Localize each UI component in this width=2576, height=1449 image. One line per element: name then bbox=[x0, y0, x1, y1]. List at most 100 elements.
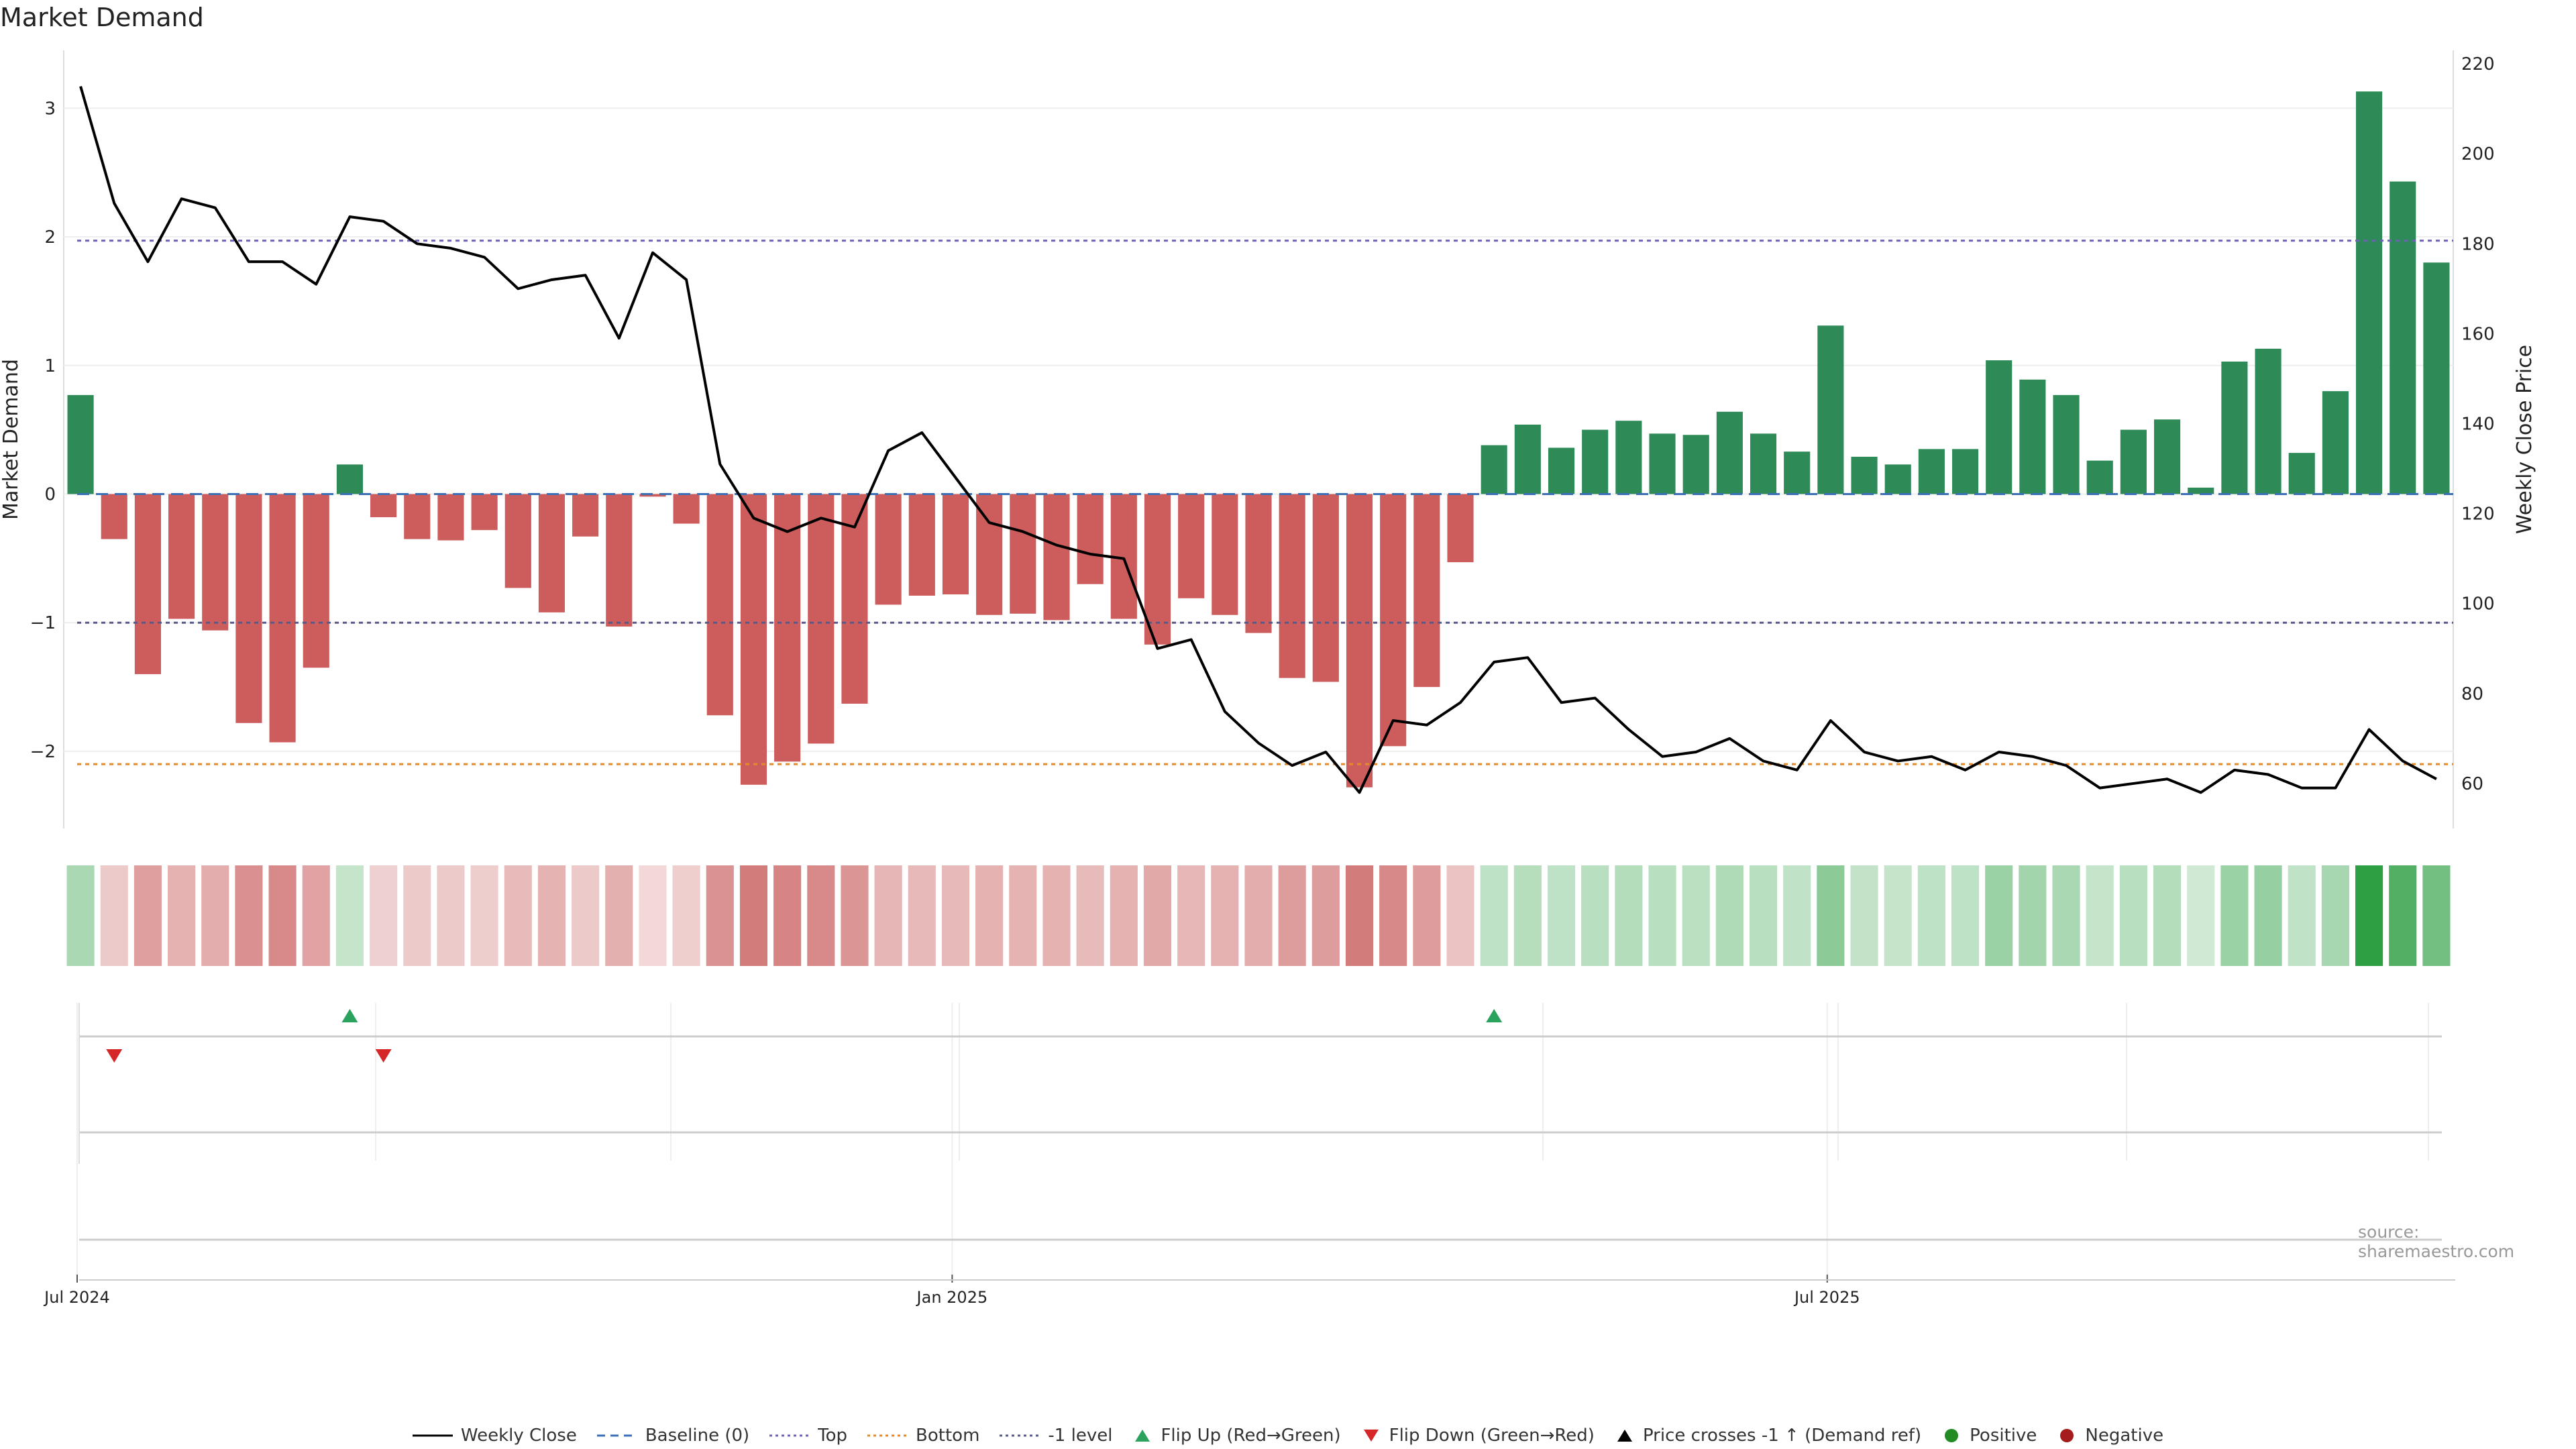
flip-up-marker bbox=[1486, 1009, 1503, 1022]
demand-heat-cell bbox=[1615, 865, 1643, 966]
y-tick-label: 2 bbox=[44, 227, 56, 248]
demand-heat-cell bbox=[975, 865, 1004, 966]
demand-heat-cell bbox=[133, 865, 162, 966]
legend-label: Flip Up (Red→Green) bbox=[1161, 1426, 1341, 1446]
demand-heat-cell bbox=[1682, 865, 1710, 966]
y2-tick-label: 140 bbox=[2461, 415, 2495, 435]
x-tick-label: Jul 2025 bbox=[1793, 1288, 1860, 1307]
chart-title: Market Demand bbox=[0, 3, 204, 32]
demand-heat-cell bbox=[268, 865, 297, 966]
demand-bar bbox=[1918, 449, 1945, 494]
legend-swatch bbox=[867, 1434, 908, 1437]
demand-bar bbox=[1447, 494, 1474, 563]
demand-heat-cell bbox=[66, 865, 95, 966]
demand-bar bbox=[303, 494, 329, 668]
demand-bar bbox=[2188, 487, 2214, 494]
legend-label: Top bbox=[818, 1426, 848, 1446]
demand-bar bbox=[572, 494, 599, 537]
legend-item: Bottom bbox=[867, 1426, 979, 1446]
demand-bar bbox=[908, 494, 935, 596]
y-tick-label: −2 bbox=[30, 742, 56, 762]
demand-bar bbox=[235, 494, 262, 723]
demand-heat-cell bbox=[572, 865, 600, 966]
legend-item: -1 level bbox=[1000, 1426, 1112, 1446]
demand-bar bbox=[639, 494, 666, 497]
demand-bar bbox=[1312, 494, 1339, 682]
demand-bar bbox=[774, 494, 801, 762]
demand-heat-cell bbox=[302, 865, 330, 966]
demand-bar bbox=[1817, 325, 1844, 494]
demand-heat-cell bbox=[1211, 865, 1239, 966]
demand-heat-cell bbox=[1278, 865, 1306, 966]
demand-bar bbox=[2153, 419, 2181, 494]
demand-heat-cell bbox=[437, 865, 465, 966]
demand-heat-cell bbox=[2288, 865, 2316, 966]
demand-heat-cell bbox=[2019, 865, 2047, 966]
flip-down-marker bbox=[106, 1049, 123, 1063]
legend-item: Top bbox=[769, 1426, 847, 1446]
legend-label: Positive bbox=[1970, 1426, 2037, 1446]
demand-heat-cell bbox=[1715, 865, 1743, 966]
legend-swatch-mark bbox=[2060, 1429, 2074, 1442]
legend-swatch bbox=[596, 1434, 637, 1437]
demand-bar bbox=[673, 494, 700, 524]
demand-heat-cell bbox=[1749, 865, 1778, 966]
demand-bar bbox=[1682, 435, 1709, 494]
y2-axis-label: Weekly Close Price bbox=[2513, 345, 2536, 534]
demand-heat-cell bbox=[1985, 865, 2013, 966]
demand-heat-cell bbox=[2220, 865, 2249, 966]
demand-bar bbox=[202, 494, 229, 631]
demand-bar bbox=[2356, 91, 2383, 494]
demand-heat-cell bbox=[1345, 865, 1374, 966]
demand-heat-cell bbox=[1951, 865, 1980, 966]
demand-heat-cell bbox=[2119, 865, 2147, 966]
demand-heat-cell bbox=[1143, 865, 1172, 966]
demand-bar bbox=[134, 494, 161, 674]
demand-heat-cell bbox=[908, 865, 936, 966]
demand-bar bbox=[2086, 460, 2113, 494]
y2-tick-label: 220 bbox=[2461, 54, 2495, 74]
y-tick-label: 3 bbox=[44, 99, 56, 119]
source-note: source: sharemaestro.com bbox=[2358, 1222, 2515, 1261]
demand-heat-cell bbox=[1076, 865, 1104, 966]
legend-swatch bbox=[769, 1434, 810, 1437]
demand-bar bbox=[875, 494, 902, 605]
x-tick-label: Jan 2025 bbox=[916, 1288, 988, 1307]
legend-item: Positive bbox=[1941, 1426, 2037, 1446]
demand-bar bbox=[1346, 494, 1373, 788]
demand-bar bbox=[1716, 411, 1743, 494]
demand-bar bbox=[1784, 451, 1811, 494]
demand-bar bbox=[269, 494, 296, 743]
legend-item: Baseline (0) bbox=[596, 1426, 749, 1446]
demand-heat-cell bbox=[100, 865, 128, 966]
demand-bar bbox=[808, 494, 835, 744]
demand-heat-cell bbox=[1884, 865, 1912, 966]
demand-bar bbox=[2322, 391, 2349, 494]
demand-bar bbox=[437, 494, 464, 541]
demand-heat-cell bbox=[1917, 865, 1945, 966]
demand-heat-cell bbox=[1311, 865, 1340, 966]
legend-item: Weekly Close bbox=[412, 1426, 577, 1446]
legend-label: Price crosses -1 ↑ (Demand ref) bbox=[1642, 1426, 1922, 1446]
demand-bar bbox=[2221, 362, 2248, 494]
legend-swatch bbox=[1363, 1430, 1379, 1442]
demand-heat-cell bbox=[2254, 865, 2282, 966]
demand-heat-cell bbox=[168, 865, 196, 966]
demand-heat-cell bbox=[1547, 865, 1576, 966]
legend-swatch bbox=[1000, 1434, 1040, 1437]
y2-tick-label: 120 bbox=[2461, 504, 2495, 525]
demand-heat-cell bbox=[470, 865, 498, 966]
demand-bar bbox=[740, 494, 767, 785]
legend-label: -1 level bbox=[1048, 1426, 1113, 1446]
demand-bar bbox=[1010, 494, 1036, 614]
demand-bar bbox=[1245, 494, 1272, 633]
legend-swatch bbox=[1135, 1430, 1150, 1442]
y-tick-label: −1 bbox=[30, 613, 56, 633]
demand-bar bbox=[404, 494, 431, 539]
demand-bar bbox=[942, 494, 969, 595]
x-tick-label: Jul 2024 bbox=[43, 1288, 110, 1307]
demand-heat-cell bbox=[2422, 865, 2451, 966]
demand-bar bbox=[2288, 453, 2315, 494]
demand-bar bbox=[1851, 456, 1878, 494]
